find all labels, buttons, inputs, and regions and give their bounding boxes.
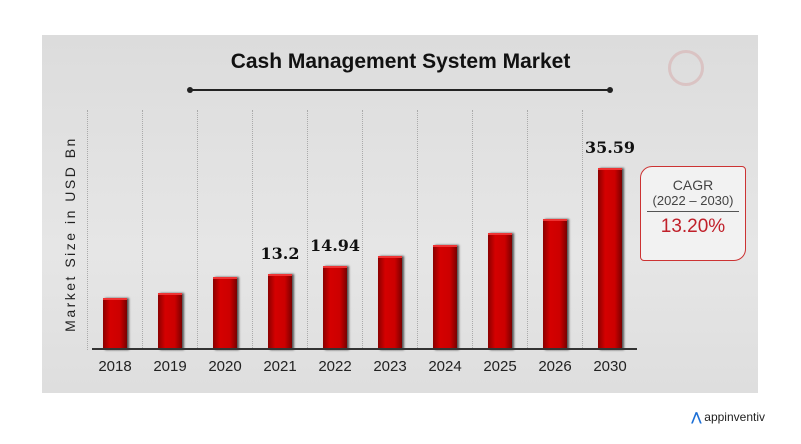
logo-icon: ⋀ xyxy=(691,410,702,424)
bar-2019 xyxy=(158,293,182,350)
x-tick-2021: 2021 xyxy=(263,358,297,375)
x-tick-2018: 2018 xyxy=(98,358,132,375)
gridline xyxy=(527,110,528,350)
gridline xyxy=(417,110,418,350)
x-tick-2024: 2024 xyxy=(428,358,462,375)
brand-name: appinventiv xyxy=(704,410,765,424)
gridline xyxy=(307,110,308,350)
gridline xyxy=(362,110,363,350)
chart-title: Cash Management System Market xyxy=(230,50,571,73)
gridline xyxy=(582,110,583,350)
brand-logo: ⋀ appinventiv xyxy=(691,410,765,424)
bar-2023 xyxy=(378,255,402,350)
gridline xyxy=(252,110,253,350)
gridline xyxy=(197,110,198,350)
bar-2026 xyxy=(543,219,567,350)
gridline xyxy=(142,110,143,350)
bar-2020 xyxy=(213,277,237,350)
title-divider xyxy=(187,87,613,93)
gridline xyxy=(87,110,88,350)
x-tick-2023: 2023 xyxy=(373,358,407,375)
gridline xyxy=(472,110,473,350)
x-axis-line xyxy=(92,348,637,350)
bar-2024 xyxy=(433,245,457,350)
cagr-value: 13.20% xyxy=(660,216,726,237)
cagr-divider xyxy=(647,211,739,212)
x-tick-2022: 2022 xyxy=(318,358,352,375)
x-tick-2026: 2026 xyxy=(538,358,572,375)
bar-2021 xyxy=(268,274,292,350)
cagr-period: (2022 – 2030) xyxy=(652,193,734,208)
data-label-2030: 35.59 xyxy=(584,138,636,157)
bar-2022 xyxy=(323,265,347,350)
bar-2025 xyxy=(488,233,512,350)
bar-2030 xyxy=(598,168,622,350)
x-tick-2020: 2020 xyxy=(208,358,242,375)
data-label-2021: 13.2 xyxy=(260,244,300,264)
cagr-title: CAGR xyxy=(672,177,714,193)
x-tick-2025: 2025 xyxy=(483,358,517,375)
bar-2018 xyxy=(103,298,127,350)
watermark-icon xyxy=(668,50,704,86)
x-tick-2019: 2019 xyxy=(153,358,187,375)
cagr-box: CAGR (2022 – 2030) 13.20% xyxy=(640,166,746,261)
data-label-2022: 14.94 xyxy=(309,235,361,255)
x-tick-2030: 2030 xyxy=(593,358,627,375)
